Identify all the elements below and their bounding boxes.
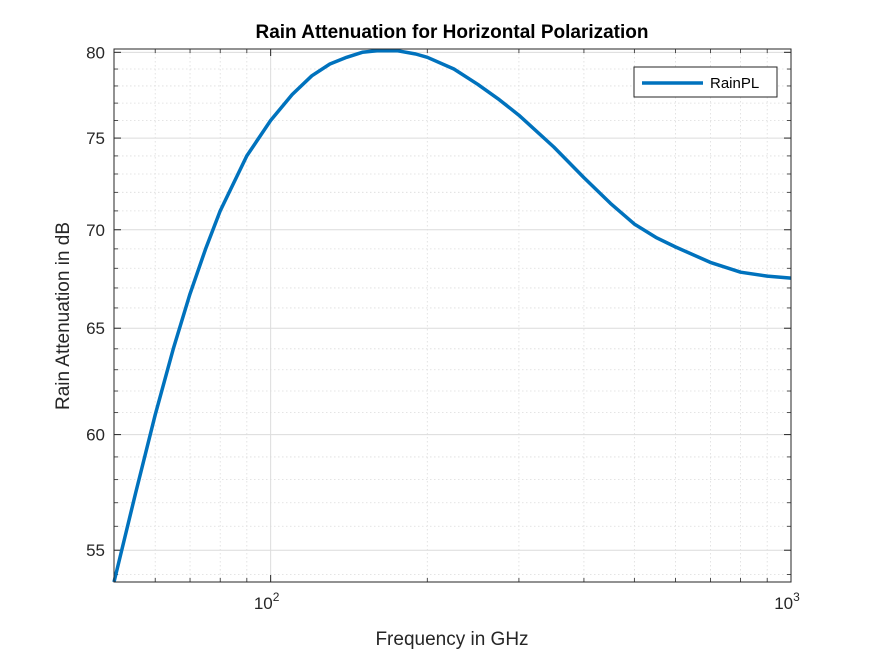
y-tick-label: 60: [86, 426, 105, 445]
x-tick-label: 102: [254, 590, 280, 613]
legend: RainPL: [633, 66, 778, 98]
plot-area: [114, 49, 791, 582]
chart-title: Rain Attenuation for Horizontal Polariza…: [255, 22, 648, 43]
y-tick-label: 80: [86, 43, 105, 62]
y-tick-labels: 55 60 65 70 75 80: [86, 43, 105, 560]
y-axis-label: Rain Attenuation in dB: [53, 222, 74, 410]
legend-label-rainpl: RainPL: [710, 75, 759, 92]
y-tick-label: 75: [86, 129, 105, 148]
x-tick-label-exponent: 3: [793, 590, 800, 604]
y-tick-label: 70: [86, 221, 105, 240]
y-tick-label: 55: [86, 541, 105, 560]
plot-frame: [113, 48, 792, 583]
x-tick-label-base: 10: [774, 594, 793, 613]
series-line-rainpl: [112, 48, 792, 583]
y-tick-label: 65: [86, 319, 105, 338]
minor-ticks: [114, 49, 791, 582]
x-tick-label-base: 10: [254, 594, 273, 613]
x-tick-labels: 102 103: [254, 590, 800, 613]
x-tick-label: 103: [774, 590, 800, 613]
x-axis-label: Frequency in GHz: [375, 629, 528, 650]
x-tick-label-exponent: 2: [273, 590, 280, 604]
